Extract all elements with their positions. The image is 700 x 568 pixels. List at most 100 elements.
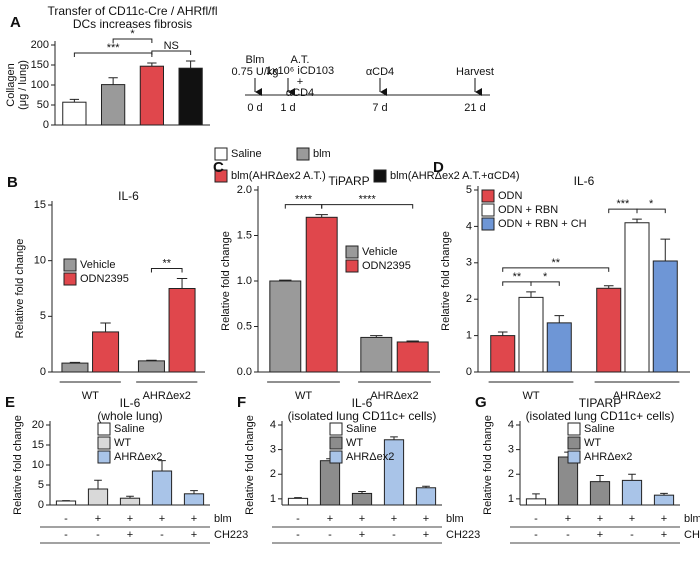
condition-value: +: [565, 513, 571, 525]
legend-swatch: [481, 203, 495, 217]
legend-label: ODN2395: [362, 260, 411, 272]
chart-title: (whole lung): [97, 409, 162, 423]
condition-value: -: [296, 513, 300, 525]
error-bar: [554, 315, 565, 323]
y-axis-label: Relative fold change: [12, 415, 24, 515]
legend-swatch: [97, 450, 111, 464]
significance-label: **: [551, 257, 560, 269]
y-tick-label: 4: [508, 419, 514, 431]
error-bar: [108, 77, 118, 85]
error-bar: [370, 335, 383, 338]
y-tick-label: 5: [40, 310, 46, 322]
panel-label: A: [10, 14, 21, 31]
condition-value: +: [597, 513, 603, 525]
legend-swatch: [567, 450, 581, 464]
bar: [168, 288, 196, 373]
condition-name: CH223: [684, 529, 700, 541]
condition-value: -: [328, 529, 332, 541]
error-bar: [660, 492, 668, 496]
bar: [287, 497, 309, 506]
timeline-label: 1x10⁶ iCD103: [266, 65, 334, 77]
bar: [596, 287, 622, 373]
legend-label: Vehicle: [362, 246, 397, 258]
error-bar: [185, 60, 196, 69]
error-bar: [146, 359, 157, 361]
legend-swatch: [481, 189, 495, 203]
legend-label: Saline: [114, 423, 145, 435]
bar: [653, 494, 675, 506]
condition-name: CH223: [214, 529, 248, 541]
y-tick-label: 200: [31, 39, 49, 51]
error-bar: [526, 291, 536, 298]
error-bar: [532, 493, 540, 499]
legend-label: ODN2395: [80, 273, 129, 285]
legend-swatch: [214, 147, 228, 161]
condition-value: -: [64, 513, 68, 525]
legend-label: Saline: [346, 423, 377, 435]
bar: [557, 456, 579, 506]
legend-swatch: [481, 217, 495, 231]
bar: [269, 280, 302, 373]
x-tick-label: WT: [295, 390, 312, 402]
condition-value: +: [127, 513, 133, 525]
significance-bracket: [321, 204, 414, 209]
legend-label: AHRΔex2: [346, 451, 394, 463]
panel-label: F: [237, 394, 246, 411]
y-tick-label: 3: [270, 444, 276, 456]
y-tick-label: 1: [270, 493, 276, 505]
error-bar: [294, 497, 302, 499]
legend-label: ODN + RBN: [498, 204, 558, 216]
significance-label: ****: [359, 193, 377, 205]
bar: [396, 341, 429, 373]
significance-label: **: [162, 257, 171, 269]
bar: [183, 493, 205, 506]
bar: [624, 222, 650, 373]
y-axis-label: (μg / lung): [17, 60, 29, 110]
timeline-label: αCD4: [286, 87, 314, 99]
condition-value: +: [191, 529, 197, 541]
timeline-label: Harvest: [456, 66, 494, 78]
error-bar: [94, 479, 102, 489]
y-tick-label: 15: [32, 439, 44, 451]
y-tick-label: 1: [466, 330, 472, 342]
y-tick-label: 0: [38, 499, 44, 511]
y-axis-label: Relative fold change: [244, 415, 256, 515]
y-tick-label: 4: [466, 220, 472, 232]
condition-value: +: [661, 529, 667, 541]
chart-title: DCs increases fibrosis: [73, 17, 192, 31]
legend-label: WT: [584, 437, 601, 449]
condition-value: +: [95, 513, 101, 525]
bar: [139, 65, 164, 126]
condition-name: blm: [446, 513, 464, 525]
x-tick-label: WT: [82, 390, 99, 402]
error-bar: [100, 322, 111, 332]
significance-label: ***: [107, 42, 121, 54]
timeline-day: 0 d: [247, 102, 262, 114]
legend-swatch: [214, 169, 228, 183]
error-bar: [69, 361, 81, 364]
timeline-label: 0.75 U/kg: [231, 66, 278, 78]
condition-value: +: [597, 529, 603, 541]
y-tick-label: 5: [466, 184, 472, 196]
bar: [61, 362, 89, 373]
y-tick-label: 100: [31, 79, 49, 91]
x-tick-label: AHRΔex2: [370, 390, 418, 402]
error-bar: [632, 218, 642, 223]
y-tick-label: 1: [508, 493, 514, 505]
significance-label: ***: [616, 198, 630, 210]
condition-value: -: [630, 529, 634, 541]
significance-bracket: [112, 38, 153, 43]
legend-label: ODN: [498, 190, 523, 202]
legend-label: AHRΔex2: [584, 451, 632, 463]
chart-title: TiPARP: [328, 174, 369, 188]
legend-swatch: [329, 436, 343, 450]
error-bar: [315, 214, 328, 218]
y-tick-label: 2: [508, 468, 514, 480]
y-tick-label: 10: [32, 459, 44, 471]
bar: [87, 488, 109, 506]
bar: [360, 336, 393, 373]
error-bar: [147, 62, 157, 67]
bar: [62, 101, 87, 126]
chart-title: IL-6: [120, 396, 141, 410]
bar: [137, 360, 165, 373]
